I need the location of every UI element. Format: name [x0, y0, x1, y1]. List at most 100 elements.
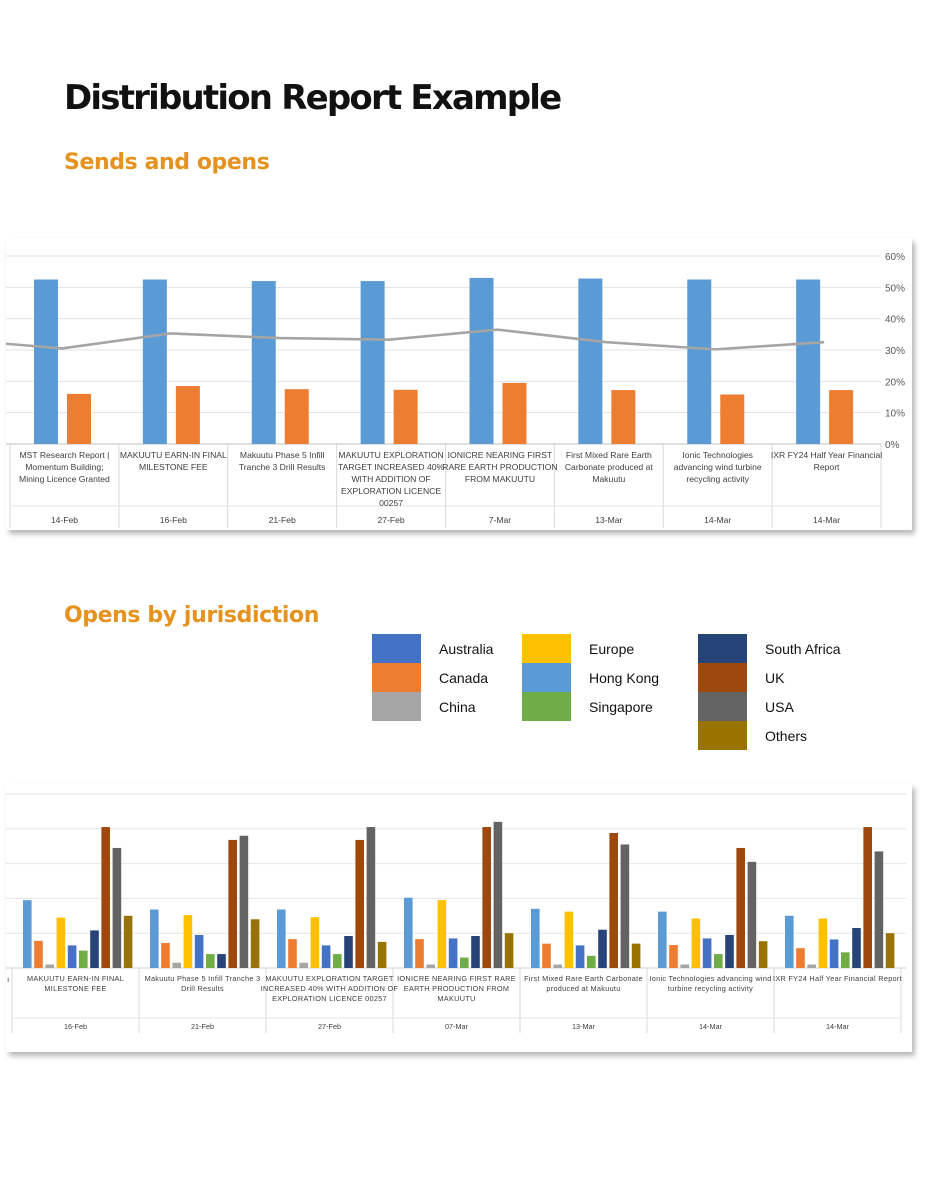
category-label-line: FROM MAKUUTU	[465, 474, 535, 484]
bar-australia	[67, 945, 77, 968]
category-date-label: 14-Feb	[51, 515, 78, 525]
category-label-line: MAKUUTU	[437, 994, 475, 1003]
legend-swatch	[698, 721, 747, 750]
category-date-label: 14-Mar	[826, 1022, 850, 1031]
bar-canada	[415, 939, 424, 968]
y-tick-label: 60%	[885, 252, 905, 263]
bar-others	[504, 933, 514, 968]
bar-south-africa	[852, 927, 861, 968]
bar-others	[631, 943, 641, 968]
bar-china	[45, 964, 54, 968]
legend-swatch	[522, 692, 571, 721]
bar-others	[377, 941, 387, 968]
y-tick-label: 50%	[885, 283, 905, 294]
bar-singapore	[333, 954, 342, 968]
category-date-label: 13-Mar	[595, 515, 622, 525]
category-date-label: 14-Mar	[813, 515, 840, 525]
bar-hong-kong	[531, 908, 540, 968]
legend-swatch	[698, 692, 747, 721]
category-label-line: MAKUUTU EARN-IN FINAL	[27, 974, 124, 983]
category-date-label: 07-Mar	[445, 1022, 469, 1031]
category-label-line: MAKUUTU EARN-IN FINAL	[120, 450, 227, 460]
bar-opens	[829, 390, 854, 444]
bar-singapore	[841, 952, 850, 968]
bar-usa	[239, 835, 249, 968]
bar-uk	[482, 827, 491, 968]
bar-others	[758, 941, 768, 968]
bar-south-africa	[598, 929, 607, 968]
bar-uk	[609, 832, 618, 968]
bar-usa	[112, 847, 122, 968]
bar-europe	[310, 917, 320, 968]
bar-europe	[437, 900, 447, 968]
bar-europe	[183, 915, 193, 968]
legend-label: UK	[765, 669, 785, 686]
bar-uk	[101, 827, 110, 968]
bar-singapore	[587, 955, 596, 968]
category-label-line: Makuutu Phase 5 Infill	[240, 450, 325, 460]
legend-swatch	[372, 692, 421, 721]
category-label-line: Drill Results	[181, 984, 224, 993]
category-label-line: Momentum Building;	[25, 462, 103, 472]
bar-opens	[720, 394, 745, 444]
bar-sends	[251, 281, 276, 444]
bar-uk	[863, 827, 872, 968]
bar-canada	[34, 940, 43, 968]
category-label-line: WITH ADDITION OF	[351, 474, 430, 484]
jurisdiction-chart-panel: ı MAKUUTU EARN-IN FINAL MILESTONE FEE 16-Fe…	[6, 784, 912, 1052]
bar-others	[885, 933, 895, 968]
bar-south-africa	[725, 934, 734, 968]
category-label-line: INCREASED 40% WITH ADDITION OF	[261, 984, 399, 993]
bar-opens	[67, 393, 91, 444]
bar-canada	[796, 948, 805, 968]
bar-hong-kong	[277, 909, 286, 968]
category-label-line: Report	[814, 462, 840, 472]
bar-canada	[542, 943, 551, 968]
bar-hong-kong	[150, 909, 159, 968]
legend-label: Others	[765, 727, 808, 744]
legend-label: Singapore	[589, 698, 653, 715]
bar-sends	[469, 277, 494, 444]
legend-label: China	[439, 698, 476, 715]
bar-china	[426, 964, 435, 968]
bar-opens	[611, 390, 636, 444]
bar-singapore	[460, 957, 469, 968]
section-title-sends-opens: Sends and opens	[64, 150, 270, 175]
bar-canada	[161, 942, 170, 968]
category-label-line: MILESTONE FEE	[44, 984, 106, 993]
bar-south-africa	[471, 935, 480, 968]
category-label-line: Ionic Technologies	[682, 450, 753, 460]
bar-europe	[564, 911, 574, 968]
bar-others	[123, 915, 133, 968]
y-tick-label: 30%	[885, 346, 905, 357]
bar-hong-kong	[785, 915, 794, 968]
bar-europe	[818, 918, 828, 968]
category-label-line: Carbonate produced at	[565, 462, 654, 472]
category-date-label: 14-Mar	[704, 515, 731, 525]
bar-canada	[669, 945, 678, 968]
category-label-line: Makuutu	[592, 474, 625, 484]
bar-usa	[747, 861, 757, 968]
bar-sends	[687, 279, 712, 444]
bar-uk	[228, 839, 237, 968]
bar-canada	[288, 939, 297, 968]
legend-item-hong-kong: Hong Kong	[522, 663, 659, 692]
page-title: Distribution Report Example	[64, 78, 562, 118]
legend-swatch	[522, 663, 571, 692]
category-label-line: recycling activity	[686, 474, 749, 484]
bar-usa	[620, 844, 630, 968]
category-label-line: Ionic Technologies advancing wind	[649, 974, 771, 983]
bar-china	[553, 964, 562, 968]
category-label-line: MILESTONE FEE	[139, 462, 208, 472]
bar-sends	[360, 281, 385, 444]
bar-usa	[493, 821, 503, 968]
legend-item-south-africa: South Africa	[698, 634, 841, 663]
legend-item-europe: Europe	[522, 634, 634, 663]
bar-china	[172, 962, 181, 968]
section-title-jurisdiction: Opens by jurisdiction	[64, 603, 319, 628]
category-label-line: TARGET INCREASED 40%	[338, 462, 445, 472]
legend-item-singapore: Singapore	[522, 692, 653, 721]
bar-opens	[393, 389, 418, 444]
category-label-line: RARE EARTH PRODUCTION	[442, 462, 557, 472]
